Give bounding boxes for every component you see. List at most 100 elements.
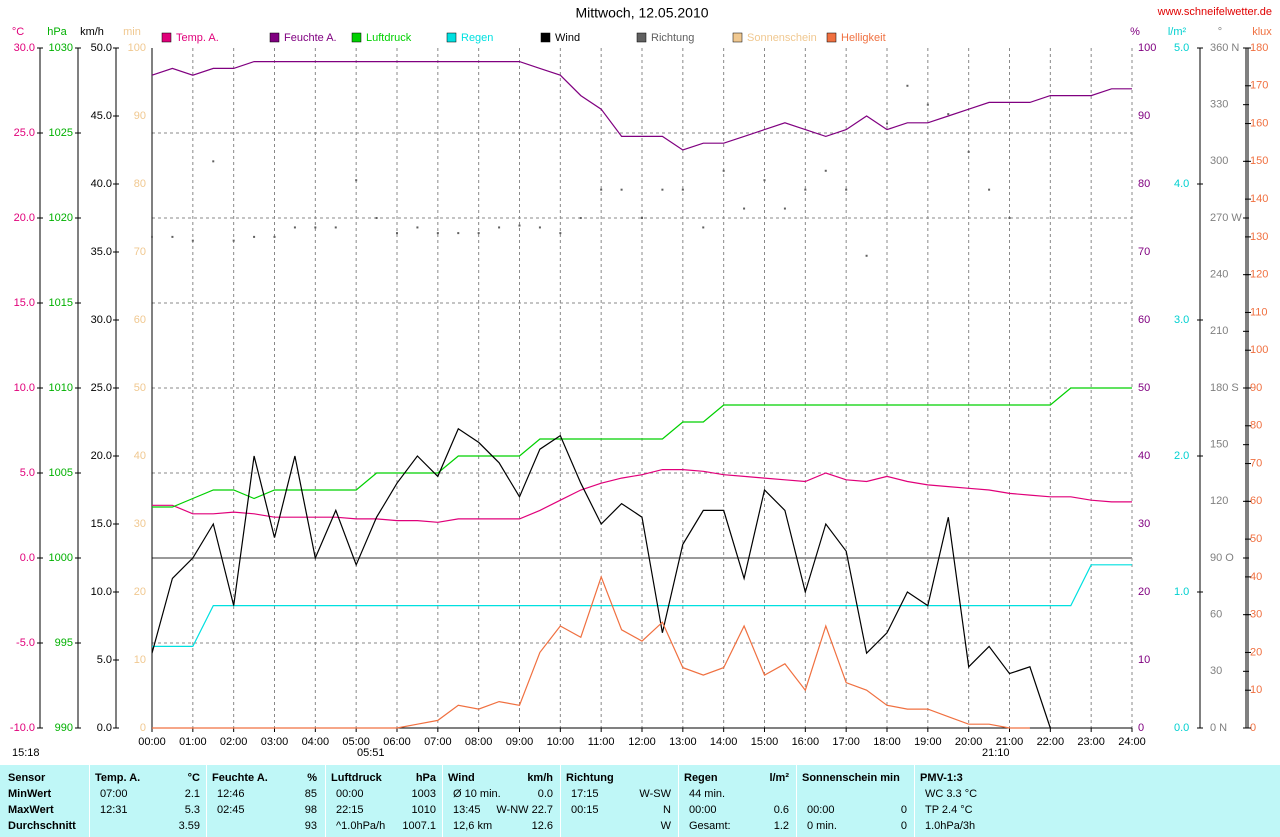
- y-tick-label: 40.0: [91, 178, 112, 190]
- y-tick-label: 0: [140, 722, 146, 734]
- direction-dot: [600, 188, 603, 191]
- y-tick-label: 1015: [49, 297, 73, 309]
- column-separator: [89, 765, 90, 837]
- cell: 12,6 km: [453, 820, 493, 832]
- direction-dot: [191, 239, 194, 242]
- column-unit: °C: [187, 772, 200, 784]
- direction-dot: [396, 232, 398, 235]
- cell: ^1.0hPa/h: [336, 820, 386, 832]
- y-tick-label: 15.0: [91, 518, 112, 530]
- axis-unit: °C: [12, 26, 24, 38]
- y-tick-label: 30: [1250, 609, 1262, 621]
- column-separator: [560, 765, 561, 837]
- x-tick-label: 11:00: [588, 736, 615, 748]
- y-tick-label: 50: [134, 382, 146, 394]
- direction-dot: [151, 235, 153, 238]
- cell: 12:31: [100, 804, 128, 816]
- column-title: Feuchte A.: [212, 772, 268, 784]
- axis-unit: km/h: [80, 26, 104, 38]
- direction-dot: [212, 160, 215, 163]
- y-tick-label: 25.0: [91, 382, 112, 394]
- y-tick-label: 45.0: [91, 110, 112, 122]
- y-tick-label: 1020: [49, 212, 73, 224]
- direction-dot: [702, 226, 705, 229]
- column-unit: l/m²: [769, 772, 789, 784]
- y-tick-label: 50: [1250, 533, 1262, 545]
- column-title: Sonnenschein min: [802, 772, 900, 784]
- direction-dot: [641, 217, 643, 219]
- direction-dot: [743, 207, 746, 210]
- cell: WC 3.3 °C: [925, 788, 978, 800]
- y-tick-label: 160: [1250, 117, 1268, 129]
- y-tick-label: 70: [1250, 457, 1262, 469]
- direction-dot: [579, 217, 582, 219]
- chart: Mittwoch, 12.05.2010 www.schneifelwetter…: [10, 5, 1272, 759]
- x-tick-label: 21:00: [996, 736, 1024, 748]
- legend-label: Feuchte A.: [284, 32, 337, 44]
- cell: 00:00: [336, 788, 364, 800]
- y-tick-label: 30.0: [91, 314, 112, 326]
- y-tick-label: 50.0: [91, 42, 112, 54]
- direction-dot: [722, 169, 725, 172]
- cell: 0: [900, 820, 907, 832]
- annotation: 15:18: [12, 747, 40, 759]
- y-tick-label: 90: [1250, 382, 1262, 394]
- row-label: MinWert: [8, 788, 52, 800]
- x-tick-label: 17:00: [832, 736, 860, 748]
- cell: 2.1: [184, 788, 200, 800]
- y-tick-label: 360 N: [1210, 42, 1239, 54]
- cell: 85: [304, 788, 317, 800]
- y-tick-label: 170: [1250, 80, 1268, 92]
- cell: 1010: [411, 804, 436, 816]
- x-tick-label: 00:00: [138, 736, 166, 748]
- axis-unit: l/m²: [1168, 26, 1187, 38]
- y-tick-label: 1000: [49, 552, 73, 564]
- y-tick-label: 1005: [49, 467, 73, 479]
- y-tick-label: 100: [1138, 42, 1156, 54]
- direction-dot: [845, 188, 848, 191]
- y-tick-label: 130: [1250, 231, 1268, 243]
- y-tick-label: 330: [1210, 99, 1228, 111]
- y-tick-label: 90: [134, 110, 146, 122]
- y-tick-label: -10.0: [10, 722, 35, 734]
- legend-label: Sonnenschein: [747, 32, 817, 44]
- y-tick-label: 90 O: [1210, 552, 1234, 564]
- row-label: Durchschnitt: [8, 820, 76, 832]
- y-tick-label: 140: [1250, 193, 1268, 205]
- legend-swatch: [269, 32, 280, 43]
- x-tick-label: 05:00: [342, 736, 370, 748]
- direction-dot: [375, 217, 378, 219]
- y-tick-label: 60: [134, 314, 146, 326]
- x-tick-label: 07:00: [424, 736, 452, 748]
- y-tick-label: 25.0: [14, 127, 35, 139]
- legend-swatch: [161, 32, 172, 43]
- x-tick-label: 22:00: [1037, 736, 1065, 748]
- x-tick-label: 04:00: [302, 736, 330, 748]
- y-tick-label: 300: [1210, 155, 1228, 167]
- direction-dot: [559, 232, 562, 235]
- y-tick-label: 40: [134, 450, 146, 462]
- y-tick-label: -5.0: [16, 637, 35, 649]
- cell: 1.2: [773, 820, 789, 832]
- y-tick-label: 80: [1138, 178, 1150, 190]
- y-tick-label: 80: [134, 178, 146, 190]
- column-separator: [206, 765, 207, 837]
- cell: 00:00: [807, 804, 835, 816]
- y-tick-label: 15.0: [14, 297, 35, 309]
- x-tick-label: 03:00: [261, 736, 289, 748]
- x-tick-label: 09:00: [506, 736, 534, 748]
- direction-dot: [886, 122, 888, 125]
- cell: 13:45: [453, 804, 481, 816]
- cell: 12:46: [217, 788, 245, 800]
- series-line: [151, 427, 1051, 729]
- direction-dot: [763, 179, 766, 182]
- direction-dot: [293, 226, 296, 229]
- column-title: Luftdruck: [331, 772, 382, 784]
- legend-swatch: [540, 32, 551, 43]
- y-tick-label: 4.0: [1174, 178, 1189, 190]
- cell: W-SW: [639, 788, 671, 800]
- direction-dot: [416, 226, 419, 229]
- y-tick-label: 210: [1210, 325, 1228, 337]
- cell: 0.0: [537, 788, 553, 800]
